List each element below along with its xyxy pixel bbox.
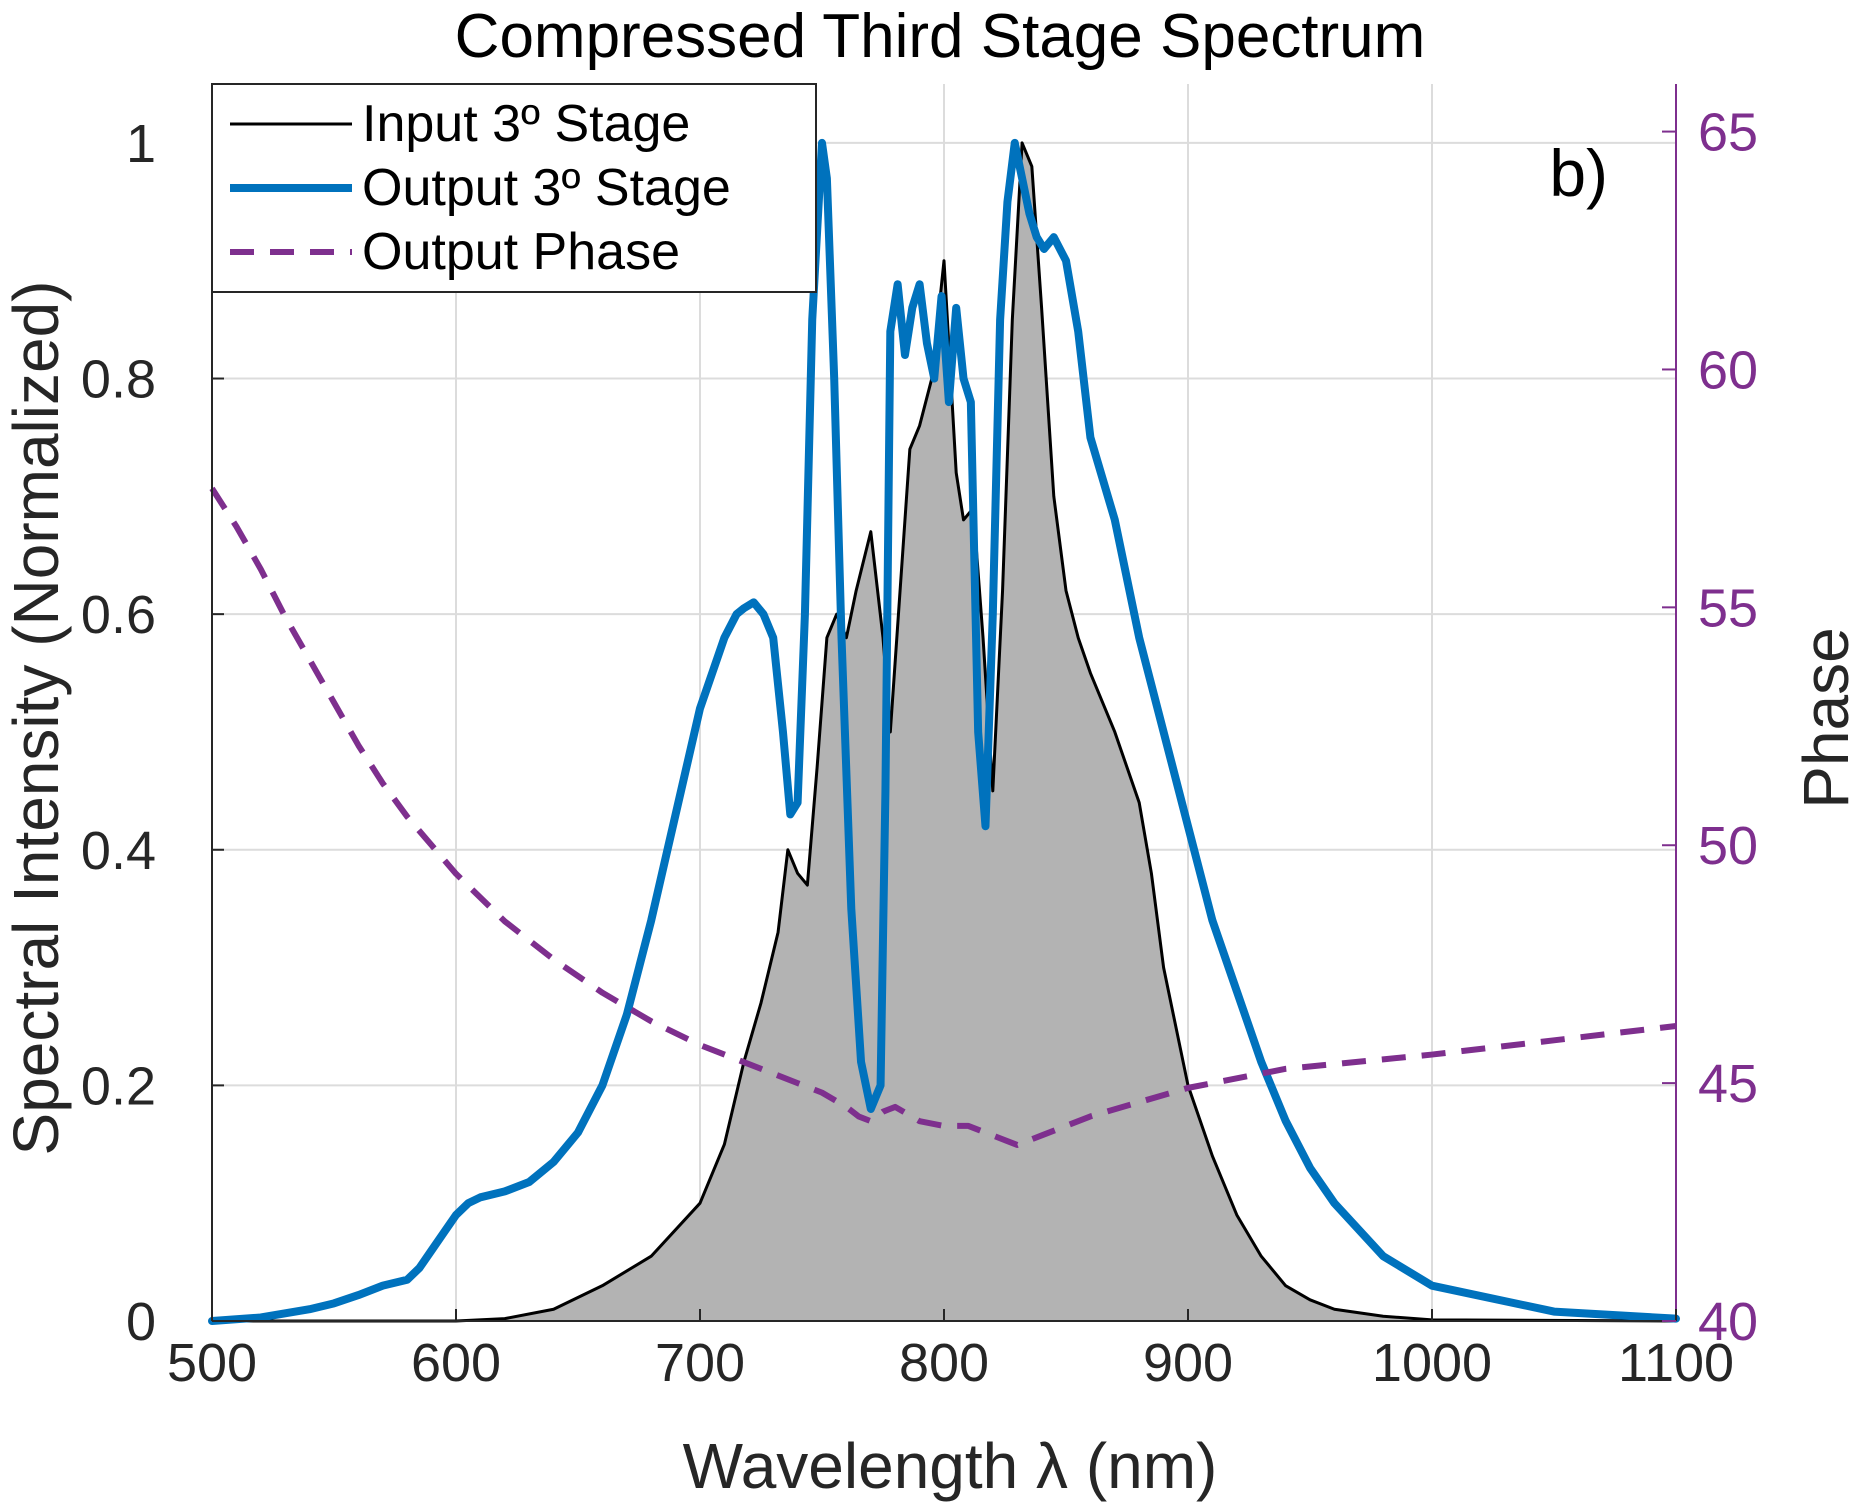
y-tick-label: 0.6 xyxy=(81,585,156,645)
tick-labels: 500 600 700 800 900 1000 1100 0 0.2 0.4 0.6 0.8 1 40 4… xyxy=(81,103,1758,1393)
y2-tick-label: 60 xyxy=(1698,340,1758,400)
x-tick-label: 600 xyxy=(411,1333,501,1393)
legend: Input 3º Stage Output 3º Stage Output Ph… xyxy=(211,83,817,293)
legend-entry-output: Output 3º Stage xyxy=(230,159,731,217)
chart-title: Compressed Third Stage Spectrum xyxy=(455,2,1426,71)
legend-label-phase: Output Phase xyxy=(362,223,680,281)
y2-tick-label: 50 xyxy=(1698,816,1758,876)
y-tick-label: 0.2 xyxy=(81,1056,156,1116)
x-tick-label: 800 xyxy=(899,1333,989,1393)
phase-series-line xyxy=(209,486,1677,1148)
y2-tick-label: 65 xyxy=(1698,103,1758,163)
input-fill-area xyxy=(212,142,1676,1321)
panel-label: b) xyxy=(1549,136,1608,210)
legend-entry-input: Input 3º Stage xyxy=(230,95,690,153)
y2-tick-label: 55 xyxy=(1698,578,1758,638)
x-axis-label: Wavelength λ (nm) xyxy=(683,1430,1218,1502)
y-tick-label: 0.4 xyxy=(81,821,156,881)
x-tick-label: 900 xyxy=(1143,1333,1233,1393)
x-tick-label: 500 xyxy=(167,1333,257,1393)
x-tick-label: 1000 xyxy=(1372,1333,1492,1393)
legend-label-output: Output 3º Stage xyxy=(362,159,731,217)
y-tick-label: 0 xyxy=(126,1292,156,1352)
output-series-line xyxy=(208,138,1680,1325)
input-fill-layer xyxy=(212,142,1676,1321)
x-tick-label: 1100 xyxy=(1618,1333,1734,1393)
y-axis-label: Spectral Intensity (Normalized) xyxy=(0,281,72,1156)
y2-axis-label: Phase xyxy=(1790,627,1854,808)
y2-tick-label: 45 xyxy=(1698,1054,1758,1114)
y-tick-label: 1 xyxy=(126,114,156,174)
legend-label-input: Input 3º Stage xyxy=(362,95,690,153)
x-tick-label: 700 xyxy=(655,1333,745,1393)
series-lines xyxy=(208,138,1680,1325)
legend-entry-phase: Output Phase xyxy=(230,223,680,281)
y2-tick-label: 40 xyxy=(1698,1292,1758,1352)
y-tick-label: 0.8 xyxy=(81,350,156,410)
